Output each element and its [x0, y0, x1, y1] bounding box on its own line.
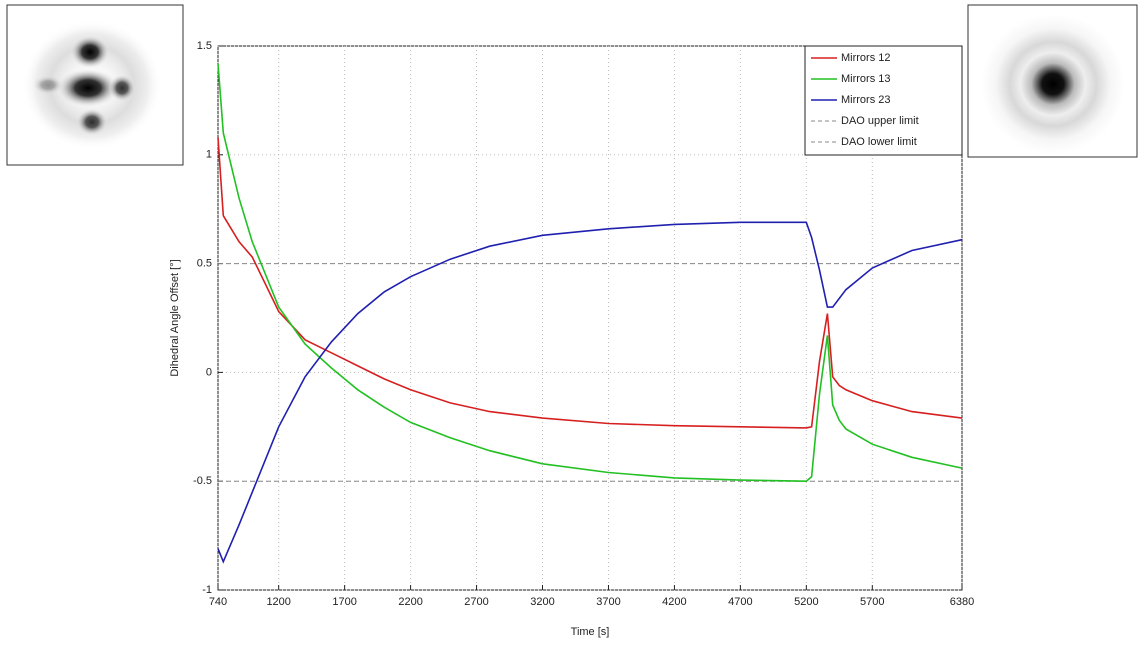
psf-image-left: [7, 5, 183, 165]
chart: Time [s] Dihedral Angle Offset [°] -1 -0.…: [0, 0, 1138, 644]
legend-label: Mirrors 23: [841, 94, 891, 106]
x-tick-label: 4700: [728, 596, 752, 608]
legend-label: DAO lower limit: [841, 136, 917, 148]
legend-label: Mirrors 12: [841, 52, 891, 64]
x-tick-label: 2200: [398, 596, 422, 608]
y-tick-label: -0.5: [193, 475, 212, 487]
y-tick-label: 0: [206, 366, 212, 378]
y-tick-label: 1: [206, 149, 212, 161]
psf-image-right: [968, 5, 1137, 157]
x-tick-label: 5700: [860, 596, 884, 608]
x-tick-label: 1700: [332, 596, 356, 608]
x-axis-label: Time [s]: [571, 626, 610, 638]
x-tick-label: 5200: [794, 596, 818, 608]
x-tick-label: 2700: [464, 596, 488, 608]
x-tick-label: 740: [209, 596, 227, 608]
x-tick-label: 3200: [530, 596, 554, 608]
x-tick-label: 3700: [596, 596, 620, 608]
legend-label: Mirrors 13: [841, 73, 891, 85]
y-tick-label: -1: [202, 584, 212, 596]
y-axis-label: Dihedral Angle Offset [°]: [169, 259, 181, 376]
y-tick-label: 0.5: [197, 258, 212, 270]
legend-label: DAO upper limit: [841, 115, 919, 127]
x-tick-label: 4200: [662, 596, 686, 608]
x-tick-label: 6380: [950, 596, 974, 608]
y-tick-label: 1.5: [197, 40, 212, 52]
x-tick-label: 1200: [266, 596, 290, 608]
